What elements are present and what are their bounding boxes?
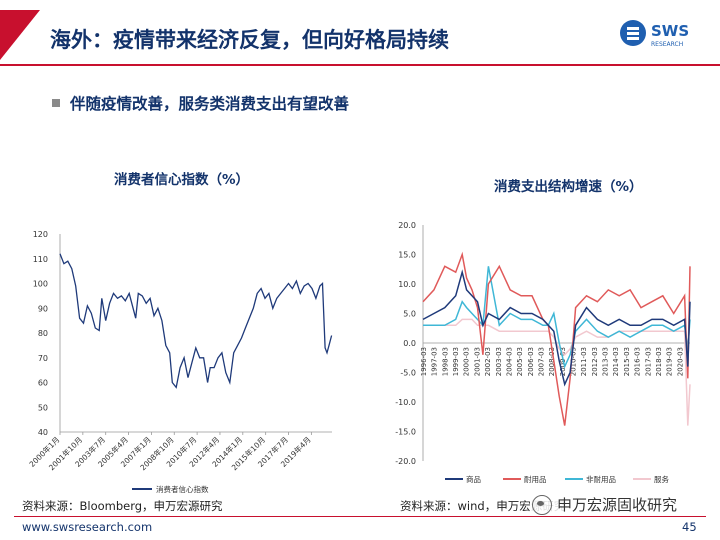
- title-accent-shape: [0, 10, 40, 60]
- y-tick-label: 70: [38, 354, 48, 363]
- x-tick-label: 1997-03: [431, 347, 439, 376]
- y-tick-label: 90: [38, 304, 48, 313]
- y-tick-label: 60: [38, 379, 48, 388]
- x-tick-label: 2000-03: [463, 347, 471, 376]
- chart2-title: 消费支出结构增速（%）: [494, 179, 643, 195]
- series-line-0: [422, 269, 691, 387]
- bullet-square-icon: [52, 99, 60, 107]
- logo-text: SWS: [651, 22, 689, 40]
- legend-label-1: 耐用品: [524, 474, 547, 484]
- x-tick-label: 2003-03: [495, 347, 503, 376]
- y-tick-label: 110: [33, 255, 48, 264]
- source-left: 资料来源：Bloomberg，申万宏源研究: [22, 499, 223, 513]
- series-line-2: [423, 266, 691, 369]
- title-divider: [0, 64, 720, 66]
- series-line-1: [422, 251, 691, 426]
- y-tick-label: 0.0: [403, 339, 416, 348]
- x-tick-label: 2020-03: [676, 347, 684, 376]
- x-tick-label: 2002-03: [484, 347, 492, 376]
- legend-label-consumer-confidence: 消费者信心指数: [156, 484, 209, 494]
- consumer-confidence-chart: 4050607080901001101202000年1月2001年10月2003…: [27, 230, 333, 494]
- legend-label-2: 非耐用品: [586, 474, 616, 484]
- x-tick-label: 2018-03: [655, 347, 663, 376]
- series-line-3: [423, 318, 691, 426]
- watermark-text: 申万宏源固收研究: [557, 496, 678, 514]
- y-tick-label: -20.0: [395, 457, 416, 466]
- x-tick-label: 2014-03: [612, 347, 620, 376]
- y-tick-label: -15.0: [395, 428, 416, 437]
- y-tick-label: 40: [38, 428, 48, 437]
- x-tick-label: 2004-03: [505, 347, 513, 376]
- y-tick-label: -5.0: [400, 369, 416, 378]
- x-tick-label: 2017-03: [644, 347, 652, 376]
- x-tick-label: 2019-03: [666, 347, 674, 376]
- y-tick-label: 20.0: [398, 221, 416, 230]
- y-tick-label: 50: [38, 403, 48, 412]
- x-tick-label: 2011-03: [580, 347, 588, 376]
- consumption-growth-chart: -20.0 -15.0 -10.0 -5.0 0.0 5.0 10.0 15.0 20.0 199…: [395, 221, 691, 484]
- chart1-title: 消费者信心指数（%）: [114, 172, 250, 188]
- x-tick-label: 2007-03: [537, 347, 545, 376]
- wechat-watermark: 申万宏源固收研究: [530, 494, 680, 515]
- y-tick-label: -10.0: [395, 398, 416, 407]
- x-tick-label: 2010-03: [570, 347, 578, 376]
- y-tick-label: 15.0: [398, 251, 416, 260]
- legend-label-3: 服务: [654, 474, 669, 484]
- sws-logo: SWS RESEARCH: [620, 20, 689, 48]
- x-tick-label: 1999-03: [452, 347, 460, 376]
- y-tick-label: 80: [38, 329, 48, 338]
- x-tick-label: 1996-03: [420, 347, 428, 376]
- wechat-icon: [532, 494, 552, 515]
- x-tick-label: 2001-03: [473, 347, 481, 376]
- source-right: 资料来源：wind，申万宏源研究: [400, 499, 566, 513]
- x-tick-label: 1998-03: [441, 347, 449, 376]
- y-tick-label: 5.0: [403, 310, 416, 319]
- y-tick-label: 100: [33, 280, 48, 289]
- x-tick-label: 2013-03: [602, 347, 610, 376]
- x-tick-label: 2016-03: [634, 347, 642, 376]
- slide-title: 海外：疫情带来经济反复，但向好格局持续: [50, 28, 449, 52]
- page-number: 45: [682, 520, 697, 534]
- y-tick-label: 10.0: [398, 280, 416, 289]
- x-tick-label: 2005-03: [516, 347, 524, 376]
- x-tick-label: 2006-03: [527, 347, 535, 376]
- legend-label-0: 商品: [466, 474, 481, 484]
- bullet-text: 伴随疫情改善，服务类消费支出有望改善: [70, 95, 350, 113]
- footer-url: www.swsresearch.com: [22, 520, 153, 534]
- logo-subtext: RESEARCH: [651, 41, 683, 48]
- x-tick-label: 2012-03: [591, 347, 599, 376]
- y-tick-label: 120: [33, 230, 48, 239]
- bullet-point: 伴随疫情改善，服务类消费支出有望改善: [52, 92, 349, 114]
- x-tick-label: 2008-03: [548, 347, 556, 376]
- series-line-consumer-confidence: [59, 253, 333, 389]
- footer-divider: [14, 516, 706, 517]
- x-tick-label: 2015-03: [623, 347, 631, 376]
